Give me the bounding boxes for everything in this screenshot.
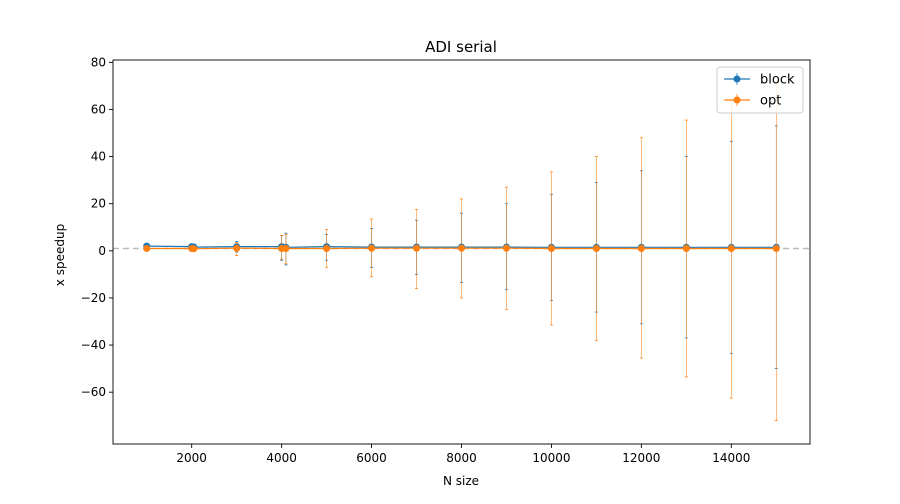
x-tick-label: 10000 <box>532 451 570 465</box>
data-point-opt <box>323 244 331 252</box>
data-point-opt <box>547 244 555 252</box>
legend-marker <box>733 96 741 104</box>
data-point-opt <box>233 244 241 252</box>
series-opt <box>143 80 780 421</box>
y-tick-label: −40 <box>81 338 106 352</box>
data-point-opt <box>772 244 780 252</box>
data-point-opt <box>368 244 376 252</box>
data-point-opt <box>682 244 690 252</box>
legend: block opt <box>716 66 804 114</box>
x-tick-label: 14000 <box>712 451 750 465</box>
x-tick-label: 6000 <box>356 451 387 465</box>
legend-marker <box>733 75 741 83</box>
y-tick-label: 0 <box>98 244 106 258</box>
y-tick-label: −60 <box>81 385 106 399</box>
x-tick-label: 2000 <box>176 451 207 465</box>
data-point-opt <box>727 244 735 252</box>
data-point-opt <box>282 244 290 252</box>
chart-title: ADI serial <box>425 38 497 56</box>
plot-area <box>113 80 810 421</box>
y-tick-label: −20 <box>81 291 106 305</box>
data-point-opt <box>637 244 645 252</box>
data-point-opt <box>592 244 600 252</box>
legend-item-block: block <box>724 73 795 88</box>
data-point-opt <box>143 244 151 252</box>
x-axis-label: N size <box>443 474 479 488</box>
y-tick-label: 20 <box>91 197 106 211</box>
legend-label: opt <box>760 94 781 109</box>
data-point-opt <box>502 244 510 252</box>
y-axis-label: x speedup <box>53 224 67 286</box>
plot-layer <box>113 80 810 421</box>
data-point-opt <box>413 244 421 252</box>
y-tick-label: 40 <box>91 150 106 164</box>
y-tick-label: 60 <box>91 102 106 116</box>
x-tick-label: 12000 <box>622 451 660 465</box>
legend-label: block <box>760 73 795 88</box>
axes-layer: 2000 4000 6000 8000 10000 12000 14000 −60 −40 −20… <box>81 55 811 465</box>
data-point-opt <box>190 245 198 253</box>
x-tick-label: 4000 <box>266 451 297 465</box>
data-point-opt <box>458 244 465 252</box>
legend-item-opt: opt <box>724 94 781 109</box>
y-tick-label: 80 <box>91 55 106 69</box>
x-tick-label: 8000 <box>446 451 477 465</box>
